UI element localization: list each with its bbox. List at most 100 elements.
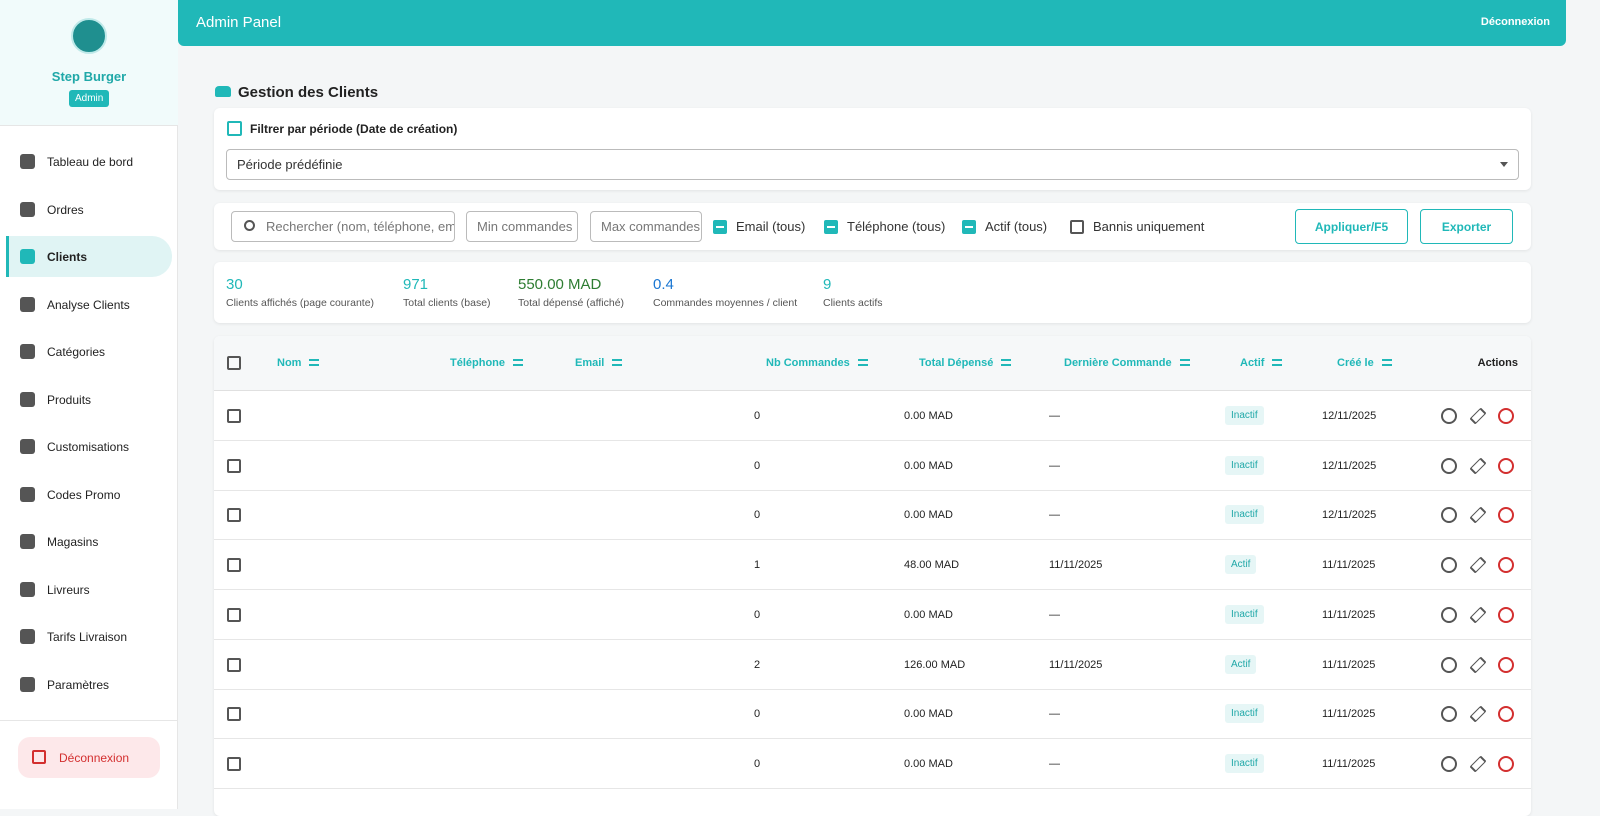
column-header[interactable]: Email xyxy=(575,357,605,369)
period-select[interactable]: Période prédéfinie xyxy=(226,149,1519,180)
calendar-icon xyxy=(227,121,242,136)
menu-item[interactable]: Tarifs Livraison xyxy=(6,616,172,657)
stat-value: 971 xyxy=(403,276,429,293)
filter-card: Filtrer par période (Date de création) P… xyxy=(214,108,1531,190)
view-icon[interactable] xyxy=(1441,656,1457,673)
cell: 11/11/2025 xyxy=(1322,708,1376,721)
menu-label: Ordres xyxy=(47,202,84,217)
checkbox-label: Email (tous) xyxy=(736,219,806,234)
stat-value: 0.4 xyxy=(653,276,674,293)
row-checkbox[interactable] xyxy=(227,508,241,523)
view-icon[interactable] xyxy=(1441,457,1457,474)
cell: — xyxy=(1049,459,1060,472)
role-badge: Admin xyxy=(69,90,110,107)
checkbox[interactable] xyxy=(1070,220,1084,234)
menu-item[interactable]: Customisations xyxy=(6,426,172,467)
column-header[interactable]: Total Dépensé xyxy=(919,357,994,369)
row-checkbox[interactable] xyxy=(227,707,241,722)
cell: 0.00 MAD xyxy=(904,410,953,422)
column-header[interactable]: Nom xyxy=(277,357,302,369)
sort-icon xyxy=(1382,359,1392,366)
column-header[interactable]: Dernière Commande xyxy=(1064,357,1172,369)
checkbox-dash xyxy=(965,226,973,228)
ban-icon[interactable] xyxy=(1498,656,1514,673)
row-checkbox[interactable] xyxy=(227,756,241,771)
cell: 0.00 MAD xyxy=(904,459,953,472)
ban-icon[interactable] xyxy=(1498,457,1514,474)
cell: — xyxy=(1049,410,1060,422)
cell: 1 xyxy=(754,559,761,572)
min-input[interactable]: Min commandes xyxy=(466,211,578,242)
cell: 0.00 MAD xyxy=(904,608,953,621)
cell: 0 xyxy=(754,608,761,621)
stat-value: 9 xyxy=(823,276,832,293)
table-row xyxy=(214,640,1531,690)
cell: 12/11/2025 xyxy=(1322,509,1377,522)
menu-icon xyxy=(20,486,35,502)
checkbox-label: Téléphone (tous) xyxy=(847,219,946,234)
menu-item[interactable]: Ordres xyxy=(6,189,172,230)
row-checkbox[interactable] xyxy=(227,607,241,622)
menu-icon xyxy=(20,154,35,169)
menu-item[interactable]: Codes Promo xyxy=(6,474,172,515)
cell: 11/11/2025 xyxy=(1322,608,1376,621)
ban-icon[interactable] xyxy=(1498,755,1514,772)
column-header[interactable]: Actif xyxy=(1240,357,1265,369)
menu-item[interactable]: Livreurs xyxy=(6,569,172,610)
logout-button[interactable]: Déconnexion xyxy=(18,737,160,778)
cell: 0 xyxy=(754,757,761,770)
status-badge: Inactif xyxy=(1225,753,1264,773)
ban-icon[interactable] xyxy=(1498,507,1514,524)
table-row xyxy=(214,490,1531,541)
sort-icon xyxy=(1180,359,1190,366)
clients-table: Nom Téléphone Email Nb Commandes Total Dépen… xyxy=(214,336,1531,816)
ban-icon[interactable] xyxy=(1498,706,1514,723)
stat-value: 30 xyxy=(226,276,243,293)
cell: 48.00 MAD xyxy=(904,559,960,572)
ban-icon[interactable] xyxy=(1498,606,1514,623)
menu-item[interactable]: Tableau de bord xyxy=(6,141,172,182)
max-input[interactable]: Max commandes xyxy=(590,211,702,242)
menu-item[interactable]: Clients xyxy=(6,236,172,277)
menu-item[interactable]: Produits xyxy=(6,379,172,420)
row-checkbox[interactable] xyxy=(227,657,241,672)
select-all[interactable] xyxy=(227,356,241,370)
view-icon[interactable] xyxy=(1441,706,1457,723)
search-input[interactable]: Rechercher (nom, téléphone, email) xyxy=(231,211,455,242)
menu-item[interactable]: Magasins xyxy=(6,521,172,562)
clients-icon xyxy=(215,86,231,97)
divider xyxy=(0,720,178,721)
menu-icon xyxy=(20,391,35,407)
cell: 11/11/2025 xyxy=(1322,658,1376,671)
apply-button[interactable]: Appliquer/F5 xyxy=(1295,209,1408,244)
column-header[interactable]: Téléphone xyxy=(450,357,506,369)
ban-icon[interactable] xyxy=(1498,557,1514,574)
row-checkbox[interactable] xyxy=(227,558,241,573)
export-button[interactable]: Exporter xyxy=(1420,209,1513,244)
view-icon[interactable] xyxy=(1441,755,1457,772)
view-icon[interactable] xyxy=(1441,408,1457,424)
sort-icon xyxy=(513,359,523,366)
ban-icon[interactable] xyxy=(1498,408,1514,424)
column-header[interactable]: Créé le xyxy=(1337,357,1374,369)
menu-icon xyxy=(20,344,35,359)
stat-label: Clients actifs xyxy=(823,297,883,309)
view-icon[interactable] xyxy=(1441,606,1457,623)
cell: 0 xyxy=(754,708,761,721)
cell: 0.00 MAD xyxy=(904,757,953,770)
column-header[interactable]: Nb Commandes xyxy=(766,357,850,369)
menu-item[interactable]: Catégories xyxy=(6,331,172,372)
menu-icon xyxy=(20,581,35,597)
menu-item[interactable]: Analyse Clients xyxy=(6,284,172,325)
cell: 0 xyxy=(754,459,761,472)
sort-icon xyxy=(612,359,622,366)
cell: 0.00 MAD xyxy=(904,708,953,721)
row-checkbox[interactable] xyxy=(227,409,241,423)
view-icon[interactable] xyxy=(1441,557,1457,574)
stat-value: 550.00 MAD xyxy=(518,276,602,293)
view-icon[interactable] xyxy=(1441,507,1457,524)
avatar xyxy=(71,18,107,54)
header-logout[interactable]: Déconnexion xyxy=(1480,16,1550,28)
menu-item[interactable]: Paramètres xyxy=(6,664,172,705)
row-checkbox[interactable] xyxy=(227,458,241,473)
